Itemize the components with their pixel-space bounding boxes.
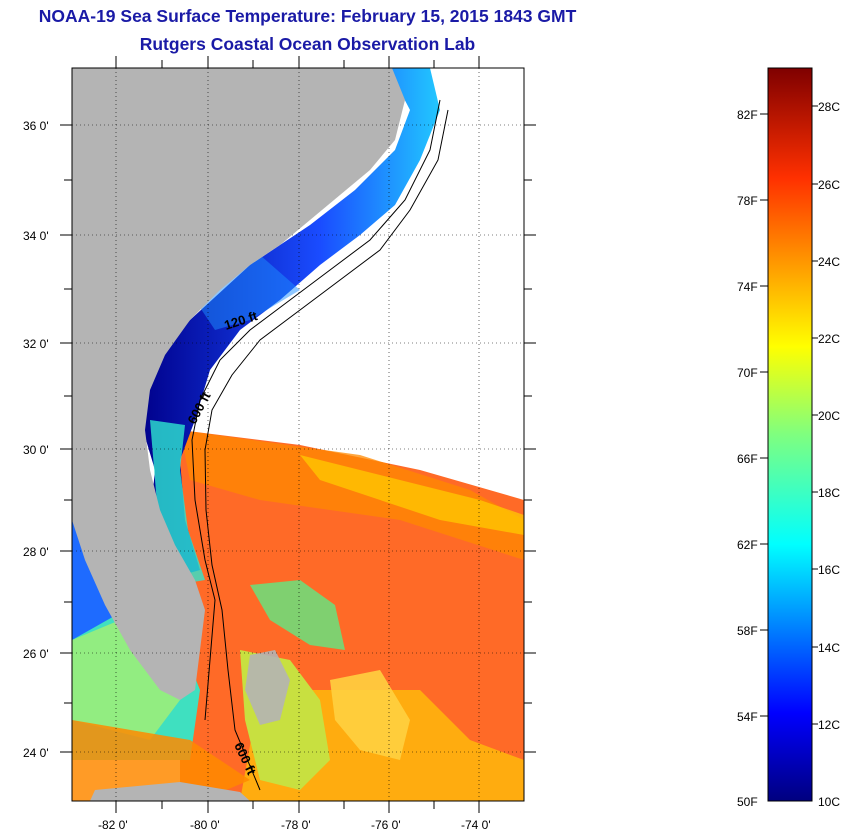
lat-label-28: 28 0' (23, 545, 49, 559)
colorbar-label-24c: 24C (818, 255, 840, 269)
colorbar-label-10c: 10C (818, 795, 840, 809)
coastal-cold-water (140, 68, 440, 580)
colorbar-label-50f: 50F (737, 795, 758, 809)
colorbar-label-12c: 12C (818, 718, 840, 732)
map-frame (71, 67, 525, 802)
lat-label-34: 34 0' (23, 229, 49, 243)
colorbar-label-20c: 20C (818, 409, 840, 423)
colorbar-label-78f: 78F (737, 194, 758, 208)
colorbar-label-26c: 26C (818, 178, 840, 192)
colorbar-label-22c: 22C (818, 332, 840, 346)
lon-label-74: -74 0' (461, 818, 491, 832)
colorbar-label-16c: 16C (818, 563, 840, 577)
lon-label-76: -76 0' (371, 818, 401, 832)
lat-label-24: 24 0' (23, 746, 49, 760)
lat-label-26: 26 0' (23, 647, 49, 661)
bahamas-bank-little (250, 580, 345, 650)
isobath-600ft (204, 109, 449, 791)
colorbar-label-28c: 28C (818, 100, 840, 114)
isobath-120ft (191, 99, 441, 721)
colorbar-label-54f: 54F (737, 710, 758, 724)
map-gridlines (72, 68, 524, 801)
lat-label-30: 30 0' (23, 443, 49, 457)
lon-label-78: -78 0' (281, 818, 311, 832)
axis-ticks (60, 56, 536, 813)
colorbar-label-66f: 66F (737, 452, 758, 466)
map-panel: 120 ft 600 ft 600 ft (72, 68, 524, 801)
colorbar-label-14c: 14C (818, 641, 840, 655)
map-subtitle: Rutgers Coastal Ocean Observation Lab (139, 34, 476, 54)
colorbar-label-62f: 62F (737, 538, 758, 552)
colorbar-label-70f: 70F (737, 366, 758, 380)
lon-label-82: -82 0' (98, 818, 128, 832)
land-cuba (90, 782, 250, 801)
colorbar (767, 67, 813, 802)
lon-label-80: -80 0' (190, 818, 220, 832)
lat-label-36: 36 0' (23, 119, 49, 133)
colorbar-label-18c: 18C (818, 486, 840, 500)
colorbar-ticks (760, 105, 818, 725)
land-mainland (72, 68, 405, 700)
colorbar-label-74f: 74F (737, 280, 758, 294)
colorbar-label-82f: 82F (737, 108, 758, 122)
land-bahamas-andros (245, 650, 290, 725)
map-title: NOAA-19 Sea Surface Temperature: Februar… (38, 6, 577, 26)
lat-label-32: 32 0' (23, 337, 49, 351)
colorbar-label-58f: 58F (737, 624, 758, 638)
